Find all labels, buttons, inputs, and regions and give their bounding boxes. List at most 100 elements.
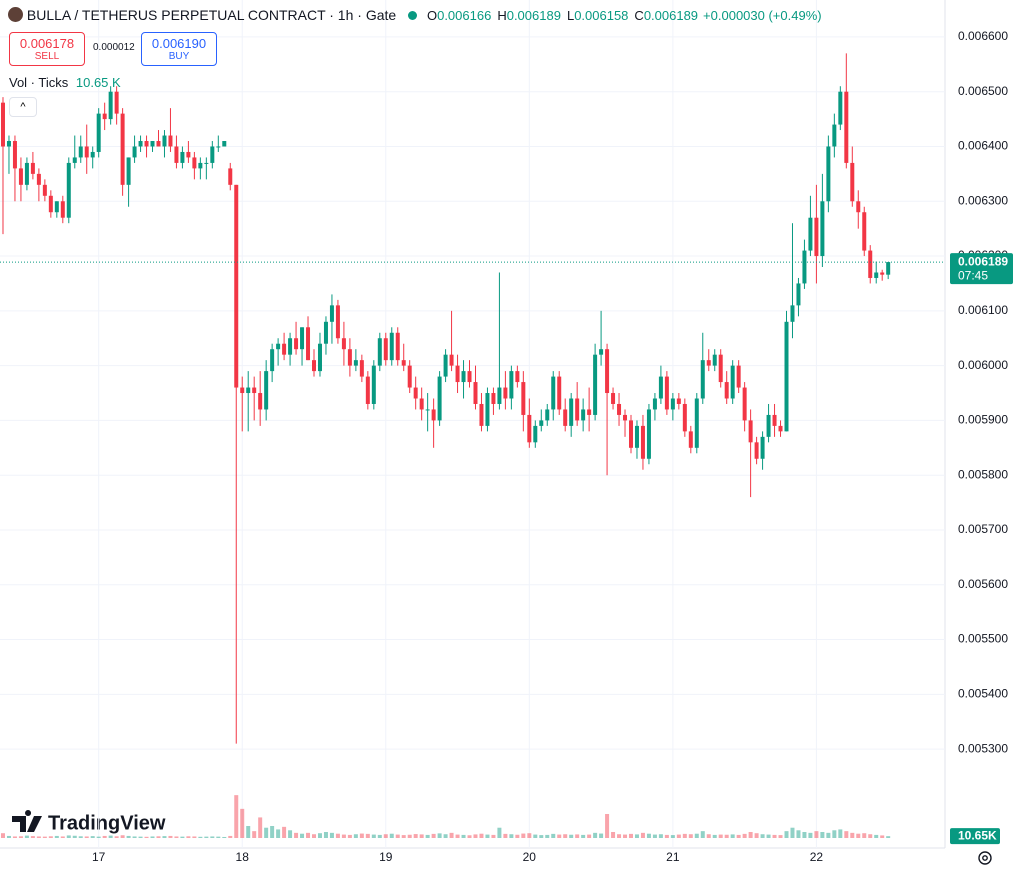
x-tick-label: 20 <box>523 850 537 864</box>
candle-body <box>42 184 47 196</box>
volume-bar <box>766 834 771 838</box>
volume-bar <box>276 829 281 838</box>
candle-body <box>395 332 400 361</box>
volume-bar <box>772 834 777 838</box>
candle-body <box>605 349 610 394</box>
settings-icon[interactable] <box>978 851 992 865</box>
candle-body <box>431 409 436 421</box>
candle-body <box>491 393 496 404</box>
candle-body <box>258 393 263 410</box>
volume-bar <box>718 834 723 838</box>
volume-bar <box>844 831 849 838</box>
volume-bar <box>503 833 508 838</box>
volume-bar <box>515 834 520 838</box>
candle-body <box>742 387 747 421</box>
candle-body <box>114 91 119 114</box>
candle-body <box>730 365 735 399</box>
candle-body <box>611 393 616 404</box>
volume-bar <box>192 836 197 838</box>
candle-body <box>90 151 95 158</box>
volume-bar <box>431 833 436 838</box>
candle-body <box>844 91 849 163</box>
volume-bar <box>288 830 293 838</box>
y-tick-label: 0.005500 <box>958 632 1008 646</box>
volume-bar <box>712 834 717 838</box>
candle-body <box>712 354 717 366</box>
volume-bar <box>395 834 400 838</box>
candle-body <box>329 305 334 322</box>
volume-bar <box>880 835 885 838</box>
candle-body <box>222 141 227 147</box>
volume-bar <box>156 836 161 838</box>
x-tick-label: 22 <box>810 850 824 864</box>
candle-body <box>48 195 53 213</box>
candle-body <box>581 409 586 421</box>
y-tick-label: 0.006600 <box>958 29 1008 43</box>
volume-bar <box>36 836 41 838</box>
collapse-button[interactable]: ^ <box>9 97 37 117</box>
volume-bar <box>646 833 651 838</box>
candle-body <box>856 201 861 213</box>
volume-bar <box>557 834 562 838</box>
ohlc-legend: O0.006166 H0.006189 L0.006158 C0.006189 +0.0… <box>427 8 822 23</box>
candle-body <box>808 217 813 251</box>
candle-body <box>682 403 687 432</box>
candle-body <box>509 371 514 399</box>
volume-bar <box>605 814 610 838</box>
x-tick-label: 17 <box>92 850 106 864</box>
candle-body <box>832 124 837 147</box>
candle-body <box>6 141 11 147</box>
candle-body <box>850 162 855 202</box>
volume-bar <box>264 827 269 838</box>
y-tick-label: 0.005700 <box>958 522 1008 536</box>
candle-body <box>425 409 430 411</box>
legend-key: H <box>497 8 507 23</box>
volume-bar <box>670 835 675 838</box>
volume-bar <box>12 836 17 838</box>
volume-bar <box>676 834 681 838</box>
sell-button[interactable]: 0.006178 SELL <box>9 32 85 66</box>
buy-button[interactable]: 0.006190 BUY <box>141 32 217 66</box>
tradingview-logo: TradingView <box>12 810 166 834</box>
volume-bar <box>599 833 604 838</box>
legend-value: 0.006189 <box>506 8 561 23</box>
candle-body <box>18 168 23 185</box>
candle-body <box>78 146 83 158</box>
candle-body <box>646 409 651 459</box>
volume-bar <box>545 834 550 838</box>
candle-body <box>60 201 65 218</box>
candle-body <box>192 157 197 169</box>
volume-bar <box>78 836 83 838</box>
candle-body <box>306 327 311 361</box>
volume-bar <box>42 836 47 838</box>
y-tick-label: 0.005400 <box>958 687 1008 701</box>
volume-bar <box>407 834 412 838</box>
candle-body <box>790 305 795 322</box>
x-tick-label: 18 <box>236 850 250 864</box>
y-tick-label: 0.006400 <box>958 139 1008 153</box>
candle-body <box>640 425 645 459</box>
candle-body <box>156 141 161 147</box>
candle-body <box>628 420 633 448</box>
volume-bar <box>312 834 317 838</box>
volume-bar <box>300 833 305 838</box>
volume-bar <box>796 830 801 838</box>
volume-bar <box>413 834 418 838</box>
volume-bar <box>24 835 29 838</box>
volume-bar <box>856 833 861 838</box>
volume-bar <box>760 834 765 838</box>
volume-bar <box>425 834 430 838</box>
candle-body <box>323 321 328 344</box>
candle-body <box>634 425 639 448</box>
volume-bar <box>802 832 807 838</box>
volume-bar <box>306 832 311 838</box>
candle-body <box>186 151 191 158</box>
volume-bar <box>694 833 699 838</box>
volume-bar <box>664 834 669 838</box>
candle-body <box>401 360 406 366</box>
volume-bar <box>72 835 77 838</box>
volume-bar <box>84 836 89 838</box>
candle-body <box>880 272 885 275</box>
